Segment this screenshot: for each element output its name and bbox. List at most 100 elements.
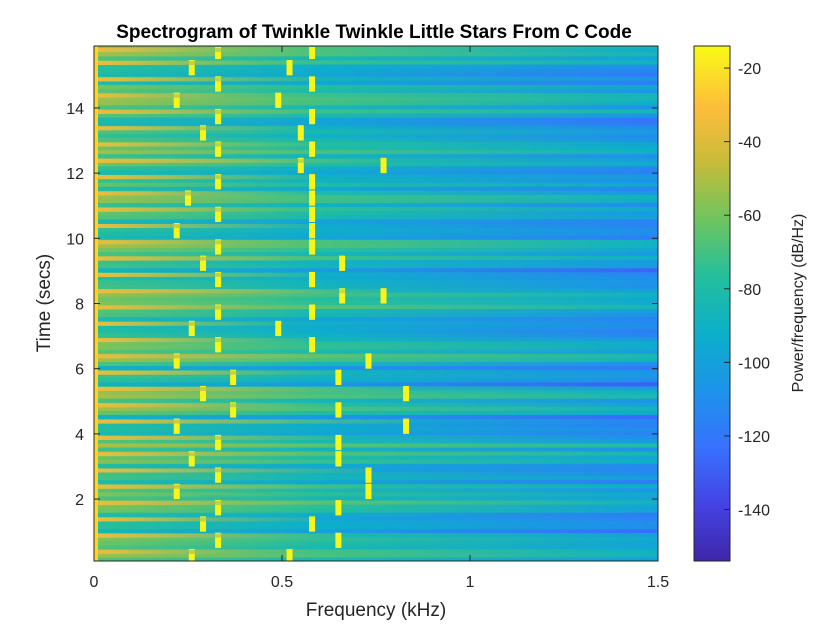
harmonic-bar — [94, 354, 369, 359]
x-axis-label: Frequency (kHz) — [306, 600, 446, 621]
note-ridge — [215, 434, 222, 451]
note-ridge — [215, 532, 222, 548]
spectrogram-band — [94, 76, 658, 81]
spectrogram-band — [94, 402, 658, 407]
colorbar-tick-label: -100 — [738, 355, 770, 372]
spectrogram-band — [94, 365, 658, 371]
spectrogram-band — [94, 393, 658, 399]
harmonic-bar — [94, 224, 313, 229]
spectrogram-band — [94, 446, 658, 452]
note-ridge — [286, 548, 293, 561]
spectrogram-band — [94, 524, 658, 530]
note-ridge — [185, 190, 191, 206]
spectrogram-band — [94, 267, 658, 273]
spectrogram-band — [94, 483, 658, 489]
note-ridge — [335, 500, 342, 516]
colorbar-tick-label: -20 — [738, 61, 761, 78]
spectrogram-band — [94, 471, 658, 477]
spectrogram-band — [94, 381, 658, 387]
harmonic-bar — [94, 256, 343, 261]
y-tick-label: 6 — [75, 362, 84, 379]
spectrogram-band — [94, 214, 658, 220]
note-ridge — [335, 532, 342, 548]
note-ridge — [173, 353, 180, 369]
spectrogram-band — [94, 442, 658, 448]
spectrogram-band — [94, 410, 658, 415]
y-axis-ticks: 2 4 6 8 10 12 14 — [66, 101, 658, 509]
colorbar-tick-label: -140 — [738, 503, 770, 520]
spectrogram-band — [94, 279, 658, 285]
note-ridge — [173, 418, 180, 434]
spectrogram-band — [94, 141, 658, 147]
spectrogram-band — [94, 324, 658, 330]
harmonic-bar — [94, 240, 313, 245]
spectrogram-band — [94, 414, 658, 419]
spectrogram-band — [94, 434, 658, 440]
note-ridge — [309, 141, 316, 157]
spectrogram-band — [94, 516, 658, 521]
spectrogram-band — [94, 475, 658, 481]
harmonic-bar — [94, 468, 369, 473]
spectrogram-band — [94, 186, 658, 191]
spectrogram-band — [94, 357, 658, 362]
harmonic-bar — [94, 484, 369, 489]
spectrogram-band — [94, 182, 658, 187]
harmonic-bar — [94, 501, 339, 506]
harmonic-bar — [94, 93, 279, 98]
spectrogram-band — [94, 487, 658, 493]
spectrogram-band — [94, 422, 658, 428]
note-ridge — [380, 288, 387, 304]
note-ridge — [309, 206, 316, 223]
spectrogram-band — [94, 116, 658, 122]
spectrogram-band — [94, 226, 658, 232]
spectrogram-band — [94, 328, 658, 334]
note-ridge — [335, 451, 342, 467]
note-ridge — [200, 385, 207, 402]
note-ridge — [309, 76, 316, 92]
spectrogram-band — [94, 532, 658, 538]
harmonic-bar — [94, 158, 384, 163]
note-ridge — [309, 108, 316, 125]
spectrogram-band — [94, 292, 658, 297]
spectrogram-band — [94, 373, 658, 379]
spectrogram-band — [94, 316, 658, 322]
spectrogram-band — [94, 129, 658, 134]
spectrogram-band — [94, 59, 658, 65]
spectrogram-band — [94, 438, 658, 444]
spectrogram-band — [94, 55, 658, 61]
note-ridge — [188, 548, 195, 561]
spectrogram-band — [94, 361, 658, 367]
note-ridge — [297, 157, 304, 174]
spectrogram-band — [94, 455, 658, 460]
harmonic-bar — [94, 338, 313, 343]
spectrogram-band — [94, 389, 658, 395]
spectrogram-band — [94, 308, 658, 314]
note-ridge — [200, 516, 207, 532]
note-ridge — [365, 353, 372, 369]
note-ridge — [173, 483, 180, 500]
colorbar — [693, 45, 731, 562]
spectrogram-band — [94, 206, 658, 212]
note-ridge — [215, 141, 222, 157]
x-tick-label: 0 — [90, 574, 99, 591]
spectrogram-band — [94, 320, 658, 326]
spectrogram-band — [94, 340, 658, 346]
note-ridge — [309, 223, 316, 239]
spectrogram-band — [94, 169, 658, 175]
note-ridge — [200, 125, 207, 141]
harmonic-bar — [94, 272, 313, 277]
spectrogram-band — [94, 459, 658, 464]
harmonic-bar — [94, 61, 290, 66]
note-ridge — [309, 190, 316, 206]
note-ridge — [215, 239, 222, 255]
spectrogram-band — [94, 528, 658, 534]
spectrogram-band — [94, 512, 658, 517]
harmonic-bar — [94, 175, 313, 180]
spectrogram-band — [94, 133, 658, 138]
spectrogram-band — [94, 259, 658, 265]
spectrogram-band — [94, 51, 658, 57]
spectrogram-band — [94, 46, 658, 49]
note-ridge — [403, 418, 410, 434]
